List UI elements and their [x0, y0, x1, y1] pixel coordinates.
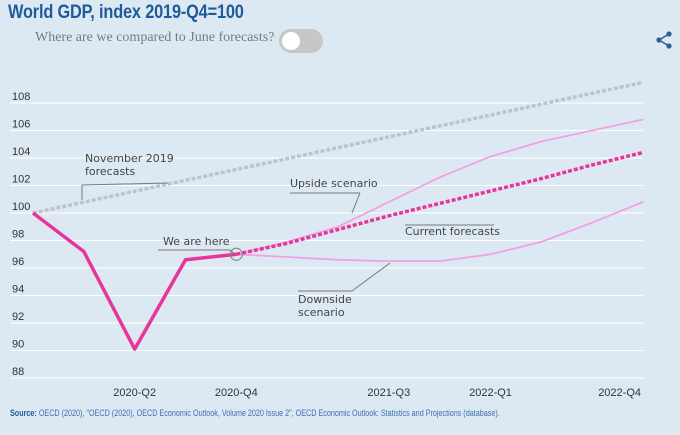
annotation-label: forecasts: [85, 165, 135, 178]
annotation-leader-line: [351, 192, 361, 214]
series-line-current-forecasts: [235, 150, 644, 257]
annotation-label: Upside scenario: [290, 177, 378, 190]
y-tick-label: 90: [12, 339, 24, 351]
series-lines: [31, 80, 644, 351]
y-tick-label: 92: [12, 311, 24, 323]
series-line-downside-scenario: [236, 201, 644, 263]
source-label: Source:: [10, 408, 37, 418]
y-tick-label: 94: [12, 284, 24, 296]
x-tick-label: 2020-Q2: [113, 387, 156, 399]
annotation-leader-line: [81, 182, 169, 186]
series-line-upside-scenario: [236, 118, 644, 256]
forecast-comparison-toggle[interactable]: [279, 29, 323, 53]
y-axis-ticks: 88 90 92 94 96 98 100 102 104 106 108: [12, 91, 30, 378]
x-axis-ticks: 2020-Q2 2020-Q4 2021-Q3 2022-Q1 2022-Q4: [113, 387, 641, 399]
x-tick-label: 2021-Q3: [367, 387, 410, 399]
x-tick-label: 2022-Q1: [469, 387, 512, 399]
annotation-label: Downside: [298, 293, 352, 306]
source-text: OECD (2020), "OECD (2020), OECD Economic…: [38, 408, 500, 418]
annotation-label: November 2019: [85, 152, 174, 165]
share-icon[interactable]: [654, 30, 674, 50]
annotation-leader-line: [351, 262, 391, 292]
annotation-label: We are here: [163, 235, 230, 248]
gridlines: [10, 102, 643, 379]
series-line-november-2019-forecasts: [32, 80, 644, 215]
source-note: Source: OECD (2020), "OECD (2020), OECD …: [10, 408, 500, 418]
y-tick-label: 100: [12, 201, 30, 213]
toggle-knob: [282, 32, 300, 50]
chart-title: World GDP, index 2019-Q4=100: [8, 2, 244, 23]
x-tick-label: 2020-Q4: [215, 387, 258, 399]
y-tick-label: 98: [12, 229, 24, 241]
we-are-here-marker: [229, 247, 243, 261]
y-tick-label: 96: [12, 256, 24, 268]
y-tick-label: 102: [12, 174, 30, 186]
y-tick-label: 106: [12, 119, 30, 131]
forecast-comparison-question: Where are we compared to June forecasts?: [35, 30, 275, 45]
x-tick-label: 2022-Q4: [598, 387, 641, 399]
y-tick-label: 104: [12, 146, 30, 158]
y-tick-label: 88: [12, 366, 24, 378]
series-line-actual: [31, 211, 237, 351]
annotation-label: Current forecasts: [405, 225, 500, 238]
annotation-label: scenario: [298, 306, 345, 319]
y-tick-label: 108: [12, 91, 30, 103]
annotation-leader-line: [229, 249, 237, 256]
